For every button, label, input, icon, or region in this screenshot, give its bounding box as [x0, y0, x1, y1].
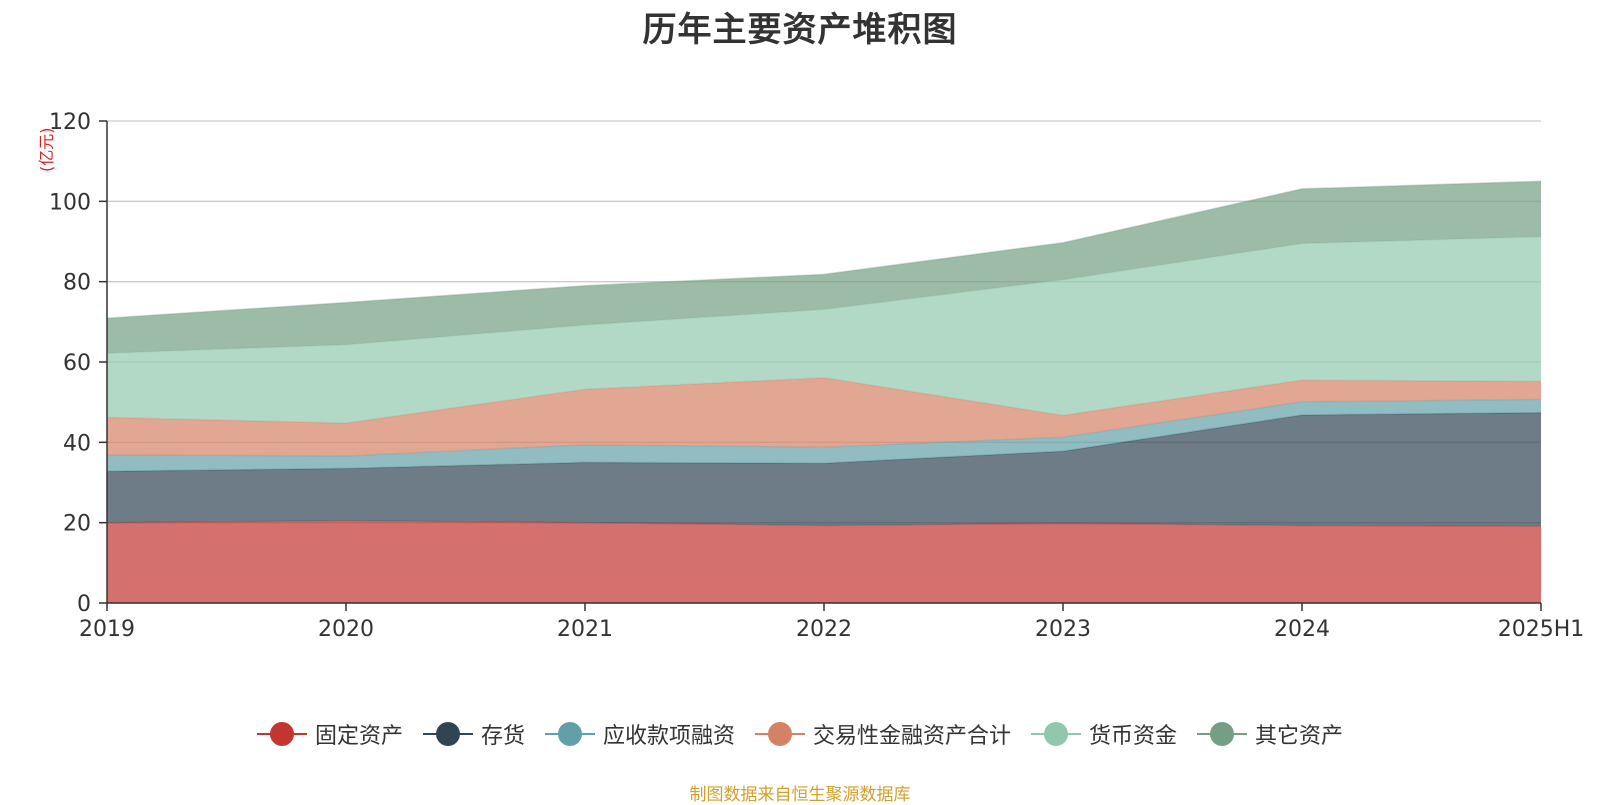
legend-item[interactable]: 固定资产: [256, 718, 403, 750]
y-tick-label: 100: [49, 190, 91, 215]
area-货币资金: [107, 236, 1541, 424]
y-tick-label: 120: [49, 110, 91, 135]
legend-marker-dot: [768, 722, 792, 746]
stacked-areas: [106, 180, 1542, 603]
legend-item[interactable]: 存货: [422, 718, 525, 750]
area-存货: [107, 412, 1541, 527]
legend-marker-icon: [755, 721, 805, 747]
y-tick-label: 60: [63, 351, 91, 376]
x-tick-label: 2020: [318, 617, 374, 642]
chart-legend: 固定资产 存货 应收款项融资 交易性金融资产合计 货币资金 其它资产: [0, 718, 1600, 750]
area-其它资产: [107, 181, 1541, 354]
legend-marker-icon: [256, 721, 307, 747]
legend-marker-dot: [435, 722, 460, 746]
line-其它资产: [106, 180, 1542, 319]
legend-item[interactable]: 其它资产: [1197, 718, 1343, 750]
legend-marker-dot: [1210, 722, 1235, 746]
legend-label: 存货: [480, 724, 525, 749]
y-tick-label: 40: [63, 431, 91, 456]
area-固定资产: [107, 520, 1541, 603]
legend-item[interactable]: 货币资金: [1031, 718, 1177, 750]
y-tick-label: 20: [63, 512, 91, 537]
x-tick-label: 2024: [1274, 617, 1330, 642]
legend-label: 其它资产: [1255, 724, 1344, 749]
x-tick-label: 2023: [1035, 617, 1091, 642]
legend-item[interactable]: 应收款项融资: [544, 718, 735, 750]
x-tick-label: 2022: [796, 617, 852, 642]
legend-marker-icon: [422, 721, 473, 747]
legend-marker-dot: [557, 722, 582, 746]
y-axis-unit-label: (亿元): [37, 127, 56, 173]
legend-marker-icon: [1031, 721, 1082, 747]
legend-marker-icon: [544, 721, 595, 747]
x-tick-label: 2019: [79, 617, 135, 642]
area-交易性金融资产合计: [107, 377, 1541, 456]
y-tick-label: 0: [77, 592, 91, 617]
legend-marker-dot: [1044, 722, 1069, 746]
legend-marker-icon: [1197, 721, 1248, 747]
legend-item[interactable]: 交易性金融资产合计: [755, 718, 1011, 750]
area-应收款项融资: [107, 399, 1541, 472]
legend-label: 货币资金: [1089, 724, 1178, 749]
data-source-note: 制图数据来自恒生聚源数据库: [689, 785, 911, 805]
legend-label: 应收款项融资: [602, 724, 735, 749]
x-tick-label: 2021: [557, 617, 613, 642]
legend-label: 固定资产: [314, 724, 403, 749]
legend-label: 交易性金融资产合计: [813, 724, 1012, 749]
axes: 0 20 40 60 80 100 120 2019 2020 2021 2022 2023 2024 2…: [49, 110, 1584, 642]
y-tick-label: 80: [63, 271, 91, 296]
chart-title: 历年主要资产堆积图: [642, 10, 958, 50]
legend-marker-dot: [269, 722, 294, 746]
x-tick-label: 2025H1: [1498, 617, 1585, 642]
